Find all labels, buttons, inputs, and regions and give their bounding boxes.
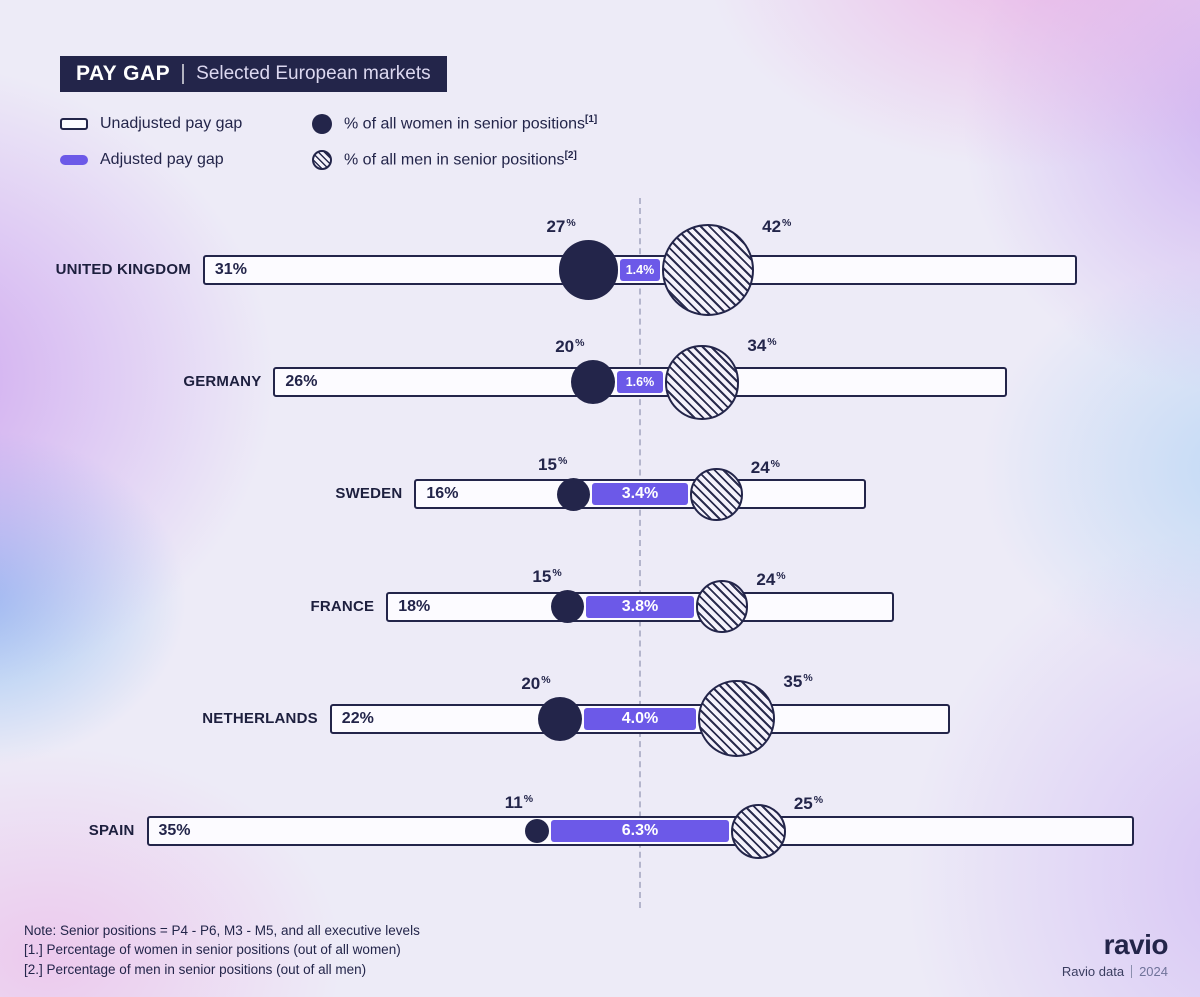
legend-item-women: % of all women in senior positions[1] <box>312 114 597 134</box>
men-circle-united-kingdom <box>661 223 755 317</box>
percent-sign: % <box>541 673 551 686</box>
men-value-united-kingdom: 42% <box>762 216 792 236</box>
percent-sign: % <box>566 217 576 230</box>
percent-sign: % <box>767 336 777 349</box>
men-circle-icon <box>312 150 332 170</box>
adjusted-bar-germany: 1.6% <box>617 371 663 394</box>
percent-sign: % <box>770 457 780 470</box>
men-circle-spain <box>730 803 786 859</box>
adjusted-bar-france: 3.8% <box>586 595 694 618</box>
adjusted-value-france: 3.8% <box>621 597 659 615</box>
country-label-netherlands: NETHERLANDS <box>202 709 318 727</box>
title-divider <box>182 64 185 84</box>
legend: Unadjusted pay gap % of all women in sen… <box>60 114 597 170</box>
footnotes: Note: Senior positions = P4 - P6, M3 - M… <box>24 921 420 980</box>
women-value-spain: 11% <box>504 793 534 812</box>
title-subtitle: Selected European markets <box>196 63 431 84</box>
title-main: PAY GAP <box>76 62 171 85</box>
men-circle-sweden <box>689 468 743 521</box>
unadjusted-value-sweden: 16% <box>426 485 459 503</box>
data-source: Ravio data 2024 <box>1062 964 1168 979</box>
adjusted-bar-united-kingdom: 1.4% <box>620 259 660 281</box>
women-circle-netherlands <box>537 696 582 741</box>
men-circle-france <box>695 580 749 633</box>
center-axis-line <box>639 198 641 908</box>
country-label-sweden: SWEDEN <box>335 485 403 503</box>
legend-item-unadjusted: Unadjusted pay gap <box>60 114 312 134</box>
men-value-france: 24% <box>756 570 786 590</box>
men-footnote-marker: [2] <box>564 150 577 162</box>
adjusted-value-germany: 1.6% <box>625 375 655 390</box>
country-label-france: FRANCE <box>310 597 375 615</box>
women-circle-spain <box>524 818 550 844</box>
unadjusted-value-spain: 35% <box>158 822 191 839</box>
legend-adjusted-label: Adjusted pay gap <box>100 151 224 168</box>
women-circle-icon <box>312 114 332 134</box>
unadjusted-value-france: 18% <box>398 597 431 615</box>
women-value-sweden: 15% <box>538 454 568 474</box>
ravio-logo: ravio <box>1103 929 1169 960</box>
adjusted-bar-netherlands: 4.0% <box>583 707 697 730</box>
legend-item-adjusted: Adjusted pay gap <box>60 150 312 170</box>
footnote-women: [1.] Percentage of women in senior posit… <box>24 942 401 957</box>
men-value-germany: 34% <box>747 336 777 356</box>
unadjusted-value-netherlands: 22% <box>341 709 374 727</box>
country-label-united-kingdom: UNITED KINGDOM <box>55 261 191 278</box>
source-label: Ravio data <box>1061 964 1125 979</box>
adjusted-value-united-kingdom: 1.4% <box>625 263 655 277</box>
adjusted-value-sweden: 3.4% <box>621 485 659 503</box>
legend-unadjusted-label: Unadjusted pay gap <box>100 115 243 132</box>
percent-sign: % <box>575 337 585 350</box>
women-value-germany: 20% <box>555 337 585 357</box>
branding: ravio Ravio data 2024 <box>1062 929 1169 980</box>
adjusted-bar-spain: 6.3% <box>551 820 729 842</box>
women-circle-united-kingdom <box>558 240 619 300</box>
women-value-france: 15% <box>532 567 562 587</box>
unadjusted-swatch-icon <box>60 118 88 130</box>
source-year: 2024 <box>1139 964 1168 979</box>
country-label-germany: GERMANY <box>183 373 262 391</box>
page-title: PAY GAP Selected European markets <box>60 56 447 92</box>
unadjusted-value-united-kingdom: 31% <box>214 261 247 278</box>
women-circle-sweden <box>557 477 591 511</box>
percent-sign: % <box>813 793 824 806</box>
men-circle-germany <box>664 344 740 420</box>
men-value-spain: 25% <box>793 793 824 813</box>
unadjusted-value-germany: 26% <box>285 373 318 391</box>
footnote-senior-positions: Note: Senior positions = P4 - P6, M3 - M… <box>24 922 420 938</box>
percent-sign: % <box>782 216 792 229</box>
women-footnote-marker: [1] <box>585 114 598 126</box>
women-circle-germany <box>571 360 616 405</box>
percent-sign: % <box>552 567 562 580</box>
percent-sign: % <box>557 454 568 467</box>
women-value-netherlands: 20% <box>521 673 551 693</box>
percent-sign: % <box>523 793 534 805</box>
men-value-netherlands: 35% <box>783 672 813 692</box>
adjusted-swatch-icon <box>60 155 88 165</box>
adjusted-value-spain: 6.3% <box>621 822 659 839</box>
country-label-spain: SPAIN <box>88 822 135 839</box>
women-value-united-kingdom: 27% <box>546 217 576 237</box>
adjusted-bar-sweden: 3.4% <box>592 483 688 506</box>
adjusted-value-netherlands: 4.0% <box>621 709 659 727</box>
legend-men-label: % of all men in senior positions[2] <box>344 150 577 169</box>
footnote-men: [2.] Percentage of men in senior positio… <box>24 961 367 977</box>
women-circle-france <box>551 590 585 624</box>
legend-women-label: % of all women in senior positions[1] <box>344 114 598 133</box>
source-divider <box>1131 965 1133 978</box>
percent-sign: % <box>803 672 813 685</box>
men-circle-netherlands <box>698 680 776 758</box>
legend-item-men: % of all men in senior positions[2] <box>312 150 597 170</box>
men-value-sweden: 24% <box>750 457 780 477</box>
percent-sign: % <box>776 570 786 583</box>
